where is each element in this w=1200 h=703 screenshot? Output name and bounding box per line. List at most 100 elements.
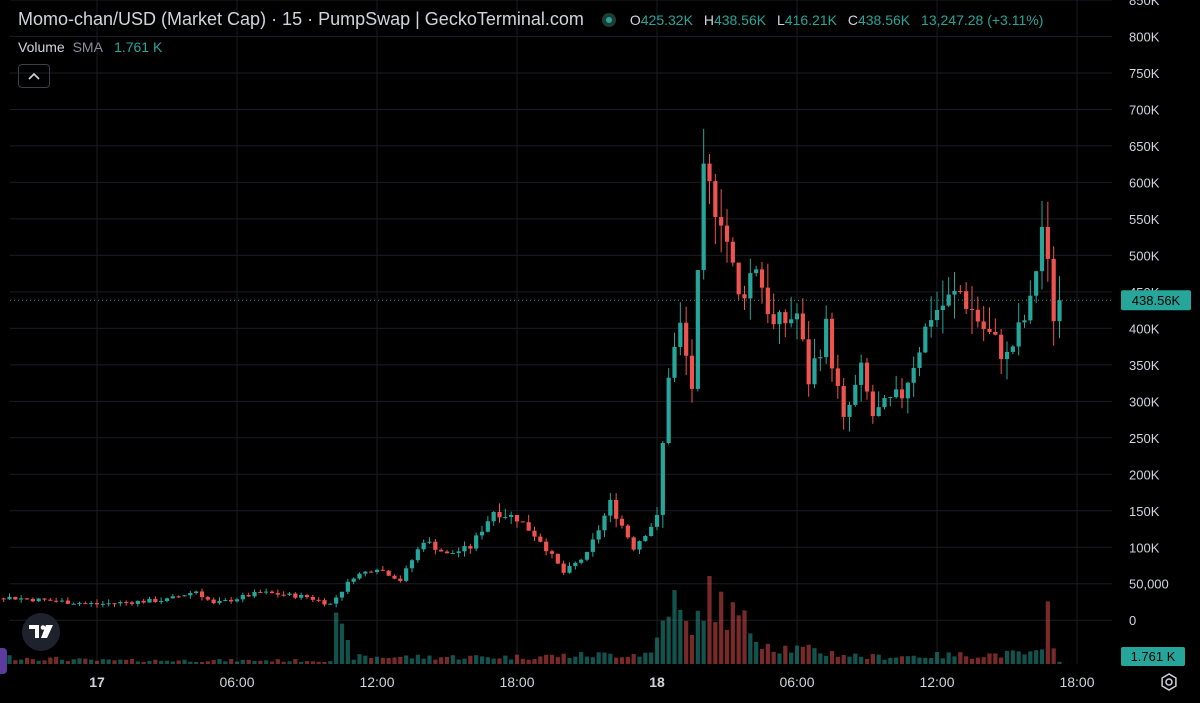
- candle-body: [853, 384, 858, 405]
- volume-bar: [363, 655, 368, 664]
- candle-body: [1, 598, 6, 600]
- candle-body: [462, 546, 467, 552]
- candle-body: [619, 518, 625, 526]
- volume-bar: [357, 654, 362, 664]
- volume-bar: [194, 661, 199, 664]
- volume-bar: [135, 661, 140, 664]
- candle-body: [689, 355, 695, 389]
- candle-body: [719, 217, 724, 226]
- volume-bar: [310, 661, 315, 664]
- candle-body: [89, 603, 94, 605]
- volume-bar: [404, 655, 409, 664]
- candle-body: [654, 514, 660, 527]
- volume-bar: [783, 645, 788, 664]
- candle-body: [30, 598, 35, 602]
- volume-bar: [969, 658, 975, 664]
- candle-body: [357, 573, 362, 579]
- candle-body: [13, 596, 18, 600]
- tradingview-logo-icon: [29, 625, 53, 638]
- volume-bar: [579, 652, 584, 664]
- candle-body: [42, 598, 47, 600]
- candle-body: [164, 598, 170, 602]
- candle-body: [444, 551, 450, 554]
- volume-bar: [176, 660, 181, 664]
- candle-body: [631, 537, 636, 550]
- candle-body: [596, 530, 601, 540]
- candle-body: [573, 562, 578, 567]
- y-tick-label: 300K: [1129, 394, 1160, 409]
- volume-bar: [1022, 654, 1027, 664]
- candle-body: [614, 499, 619, 519]
- volume-bar: [1004, 650, 1010, 664]
- volume-bar: [864, 658, 870, 664]
- volume-bar: [141, 661, 146, 664]
- candle-body: [77, 603, 82, 605]
- candle-body: [929, 320, 934, 327]
- volume-legend[interactable]: Volume SMA 1.761 K: [18, 39, 162, 55]
- candle-body: [351, 578, 356, 582]
- volume-bar: [269, 661, 275, 664]
- volume-bar: [684, 620, 689, 664]
- candle-body: [514, 514, 520, 522]
- volume-bar: [374, 656, 380, 664]
- candle-body: [579, 559, 584, 563]
- candle-body: [159, 601, 164, 603]
- volume-bar: [654, 637, 660, 664]
- volume-bar: [701, 620, 706, 664]
- candle-body: [724, 225, 730, 242]
- candle-body: [748, 273, 753, 299]
- candle-body: [532, 530, 537, 537]
- candle-body: [993, 331, 998, 335]
- candle-body: [789, 319, 794, 324]
- x-tick-label: 06:00: [779, 674, 814, 690]
- candle-body: [112, 603, 117, 605]
- chart-settings-button[interactable]: [1158, 671, 1180, 693]
- volume-bar: [789, 652, 794, 664]
- collapse-legend-button[interactable]: [18, 64, 50, 88]
- side-panel-tab[interactable]: [0, 648, 7, 674]
- candle-body: [509, 514, 514, 517]
- candle-body: [199, 591, 205, 598]
- volume-bar: [964, 656, 969, 664]
- candle-body: [561, 563, 566, 573]
- candle-body: [468, 546, 473, 549]
- candle-body: [975, 309, 980, 322]
- volume-bar: [689, 634, 695, 664]
- volume-bar: [678, 609, 683, 664]
- candle-body: [940, 305, 945, 311]
- candle-body: [1028, 295, 1033, 321]
- candle-body: [369, 571, 374, 573]
- candle-body: [229, 599, 234, 602]
- volume-bar: [602, 652, 607, 664]
- candle-body: [339, 591, 345, 598]
- volume-bar: [952, 656, 957, 664]
- x-tick-label: 12:00: [919, 674, 954, 690]
- volume-bar: [205, 661, 210, 664]
- candle-body: [812, 358, 817, 385]
- candle-body: [701, 163, 706, 271]
- volume-bar: [118, 659, 123, 664]
- volume-bar: [264, 660, 269, 664]
- candle-body: [147, 598, 152, 603]
- candle-body: [386, 570, 391, 576]
- volume-bar: [36, 660, 41, 664]
- candle-body: [54, 600, 59, 602]
- candle-body: [170, 596, 175, 599]
- tradingview-logo[interactable]: [22, 613, 60, 651]
- high-value: 438.56K: [713, 11, 767, 28]
- candle-body: [660, 443, 665, 515]
- y-tick-label: 150K: [1129, 504, 1160, 519]
- close-value: 438.56K: [857, 11, 911, 28]
- candle-body: [759, 269, 765, 288]
- candle-body: [526, 522, 531, 531]
- volume-bar: [83, 658, 88, 664]
- volume-bar: [526, 659, 531, 664]
- high-key: H: [703, 11, 714, 28]
- candle-body: [666, 377, 671, 444]
- volume-bar: [736, 615, 741, 664]
- volume-bar: [159, 660, 164, 664]
- candle-body: [275, 593, 280, 595]
- volume-bar: [112, 660, 117, 664]
- volume-bar: [129, 658, 135, 664]
